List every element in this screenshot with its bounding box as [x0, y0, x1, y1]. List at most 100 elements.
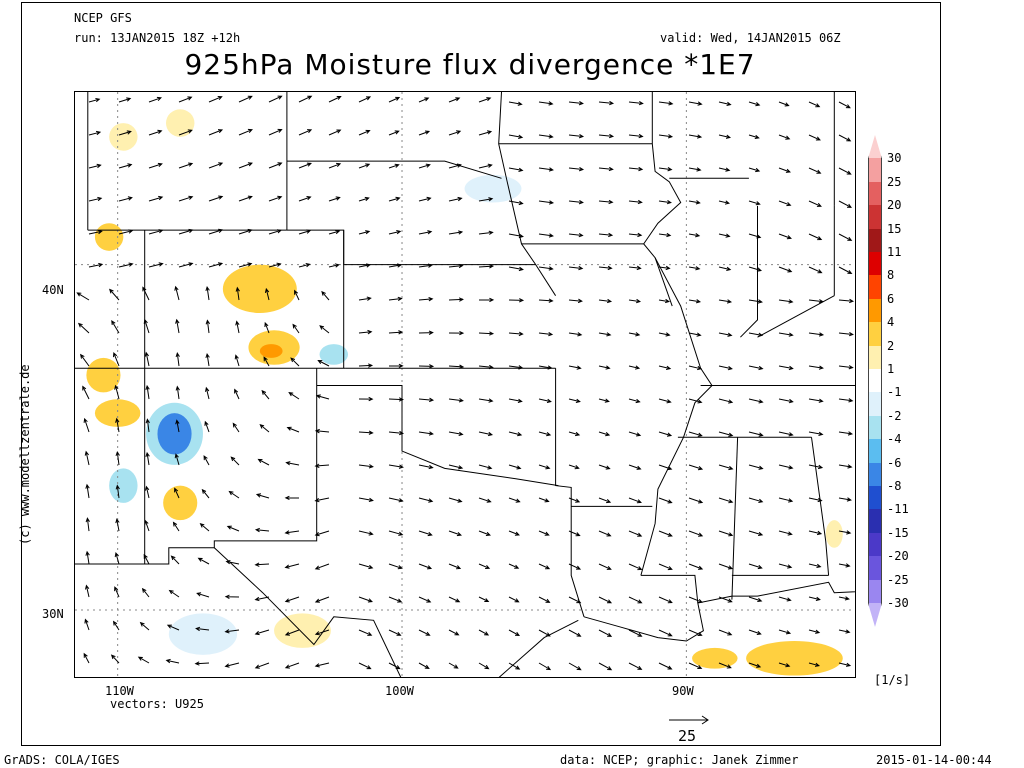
- wind-arrow: [418, 629, 431, 636]
- wind-arrow: [748, 563, 763, 570]
- wind-arrow: [205, 386, 210, 400]
- wind-arrow: [748, 596, 763, 602]
- wind-arrow: [748, 266, 762, 272]
- wind-arrow: [478, 662, 490, 670]
- wind-arrow: [838, 233, 853, 241]
- plot-frame: [21, 2, 941, 746]
- wind-arrow: [778, 134, 791, 140]
- wind-arrow: [358, 396, 374, 402]
- divergence-blob: [464, 174, 522, 203]
- wind-arrow: [174, 453, 180, 466]
- wind-arrow: [358, 230, 371, 235]
- wind-arrow: [448, 230, 464, 235]
- wind-arrow: [115, 518, 120, 532]
- map-canvas: [75, 92, 855, 677]
- colorbar-segment: [868, 369, 882, 393]
- wind-arrow: [808, 530, 823, 536]
- divergence-blob: [109, 468, 138, 503]
- wind-arrow: [328, 196, 341, 202]
- wind-arrow: [628, 662, 643, 670]
- wind-arrow: [748, 134, 760, 139]
- wind-arrow: [658, 530, 673, 537]
- wind-arrow: [748, 101, 761, 107]
- wind-arrow: [538, 331, 554, 337]
- wind-arrow: [838, 629, 851, 634]
- wind-arrow: [718, 134, 732, 139]
- wind-arrow: [808, 596, 821, 601]
- footer-timestamp: 2015-01-14-00:44: [876, 753, 992, 767]
- wind-arrow: [538, 596, 551, 603]
- wind-arrow: [658, 464, 673, 471]
- divergence-blob: [319, 344, 348, 365]
- wind-arrow: [145, 384, 150, 400]
- wind-arrow: [292, 323, 300, 334]
- wind-arrow: [718, 266, 732, 271]
- colorbar-segment: [868, 439, 882, 464]
- wind-arrow: [254, 596, 270, 602]
- wind-arrow: [448, 497, 463, 503]
- wind-arrow: [448, 662, 459, 669]
- wind-arrow: [778, 431, 794, 437]
- colorbar-tick-label: 2: [887, 338, 895, 353]
- wind-arrow: [145, 451, 150, 466]
- wind-arrow: [598, 365, 611, 370]
- wind-arrow: [79, 353, 90, 367]
- wind-arrow: [748, 233, 762, 239]
- wind-arrow: [148, 96, 162, 103]
- wind-arrow: [358, 629, 373, 636]
- colorbar-tick-label: -1: [887, 385, 902, 400]
- wind-arrow: [748, 662, 762, 668]
- wind-arrow: [718, 497, 734, 504]
- wind-arrow: [568, 530, 581, 537]
- wind-arrow: [778, 530, 793, 536]
- wind-arrow: [141, 587, 150, 598]
- wind-arrow: [478, 230, 494, 235]
- wind-arrow: [808, 563, 822, 568]
- wind-arrow: [113, 352, 120, 367]
- wind-arrow: [145, 485, 150, 499]
- wind-arrow: [838, 167, 852, 175]
- wind-arrow: [658, 497, 673, 504]
- colorbar-segment: [868, 462, 882, 487]
- wind-arrow: [658, 332, 671, 337]
- wind-arrow: [261, 389, 270, 400]
- wind-arrow: [268, 195, 283, 202]
- wind-arrow: [358, 263, 372, 268]
- wind-arrow: [508, 431, 523, 437]
- wind-arrow: [568, 398, 581, 403]
- footer-credits: data: NCEP; graphic: Janek Zimmer: [560, 753, 799, 767]
- wind-arrow: [508, 596, 520, 603]
- wind-arrow: [658, 662, 673, 670]
- wind-arrow: [314, 497, 330, 503]
- wind-arrow: [143, 553, 150, 565]
- wind-arrow: [718, 101, 732, 106]
- wind-arrow: [205, 319, 211, 334]
- wind-arrow: [238, 262, 253, 268]
- wind-arrow: [598, 398, 610, 403]
- wind-arrow: [598, 530, 612, 537]
- colorbar-segment: [868, 181, 882, 206]
- wind-arrow: [538, 233, 554, 238]
- wind-arrow: [268, 128, 283, 136]
- wind-arrow: [448, 130, 462, 136]
- wind-arrow: [418, 596, 432, 603]
- wind-arrow: [88, 130, 102, 136]
- wind-arrow: [598, 629, 613, 637]
- wind-arrow: [448, 196, 463, 202]
- colorbar-tick-label: -6: [887, 455, 902, 470]
- wind-arrow: [178, 162, 194, 169]
- wind-arrow: [808, 365, 824, 370]
- divergence-blob: [163, 485, 198, 521]
- wind-arrow: [688, 563, 704, 570]
- wind-arrow: [718, 365, 733, 371]
- border-line: [75, 368, 318, 565]
- wind-arrow: [314, 530, 330, 537]
- wind-arrow: [658, 232, 672, 238]
- wind-arrow: [118, 196, 133, 202]
- wind-arrow: [199, 523, 210, 532]
- colorbar-tick-label: 11: [887, 245, 902, 259]
- wind-arrow: [478, 563, 491, 569]
- wind-arrow: [628, 332, 641, 337]
- wind-arrow: [388, 196, 401, 202]
- wind-arrow: [298, 95, 313, 103]
